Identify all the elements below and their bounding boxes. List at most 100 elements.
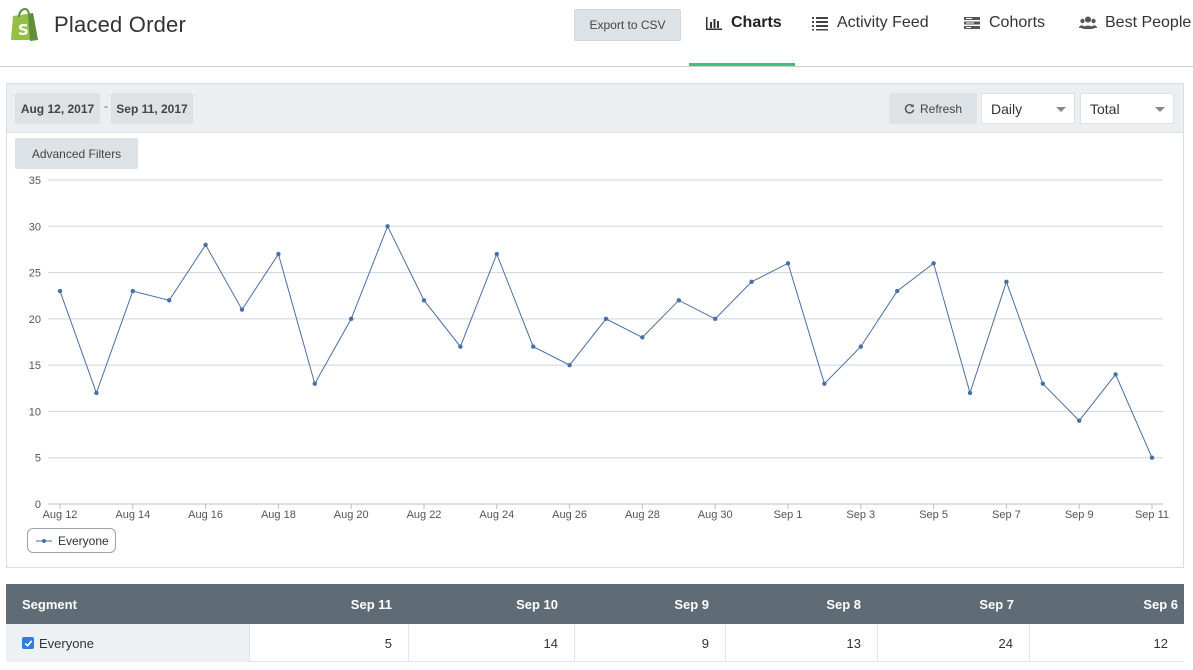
checkmark-icon [24,639,32,647]
y-tick-label: 30 [29,221,41,233]
data-point [167,298,172,303]
chart-toolbar: Aug 12, 2017 - Sep 11, 2017 Refresh Dail… [7,84,1183,133]
tab-cohorts-label: Cohorts [989,14,1046,31]
users-icon [1079,16,1097,29]
y-tick-label: 20 [29,314,41,326]
table-cell: 13 [725,624,877,662]
measure-select[interactable]: Total [1080,93,1174,124]
column-header: Sep 6 [1143,596,1178,612]
y-tick-label: 35 [29,175,41,187]
data-point [931,261,936,266]
x-tick-label: Sep 7 [992,509,1021,521]
column-header-segment: Segment [22,596,77,612]
column-header: Sep 7 [979,596,1014,612]
x-tick-label: Aug 20 [334,509,369,521]
chevron-down-icon [1155,107,1165,112]
tab-activity-feed-label: Activity Feed [837,14,929,31]
x-tick-label: Sep 9 [1065,509,1094,521]
data-point [385,224,390,229]
y-tick-label: 5 [35,453,41,465]
top-bar: S Placed Order Export to CSV Charts Acti… [0,0,1193,67]
segment-cell: Everyone [6,624,249,662]
data-point [640,335,645,340]
table-cell: 5 [249,624,408,662]
data-point [57,288,63,294]
column-header: Sep 11 [350,596,392,612]
tab-best-people-label: Best People [1105,14,1192,31]
x-tick-label: Sep 1 [774,509,803,521]
data-point [603,316,609,322]
data-point [895,288,900,294]
segment-checkbox[interactable] [22,637,34,649]
chart-panel: Aug 12, 2017 - Sep 11, 2017 Refresh Dail… [6,83,1184,568]
x-tick-label: Aug 28 [625,509,660,521]
data-point [458,344,463,349]
column-header: Sep 8 [826,596,861,612]
x-tick-label: Aug 16 [188,509,223,521]
table-cell: 14 [408,624,574,662]
table-cell: 24 [877,624,1029,662]
table-header: Segment Sep 11 Sep 10 Sep 9 Sep 8 Sep 7 … [6,584,1184,624]
chevron-down-icon [1056,107,1066,112]
data-point [713,316,718,322]
x-tick-label: Aug 12 [43,509,78,521]
x-tick-label: Sep 3 [846,509,875,521]
refresh-icon [904,103,915,114]
x-tick-label: Sep 5 [919,509,948,521]
refresh-button[interactable]: Refresh [889,93,977,124]
bar-chart-icon [706,17,722,30]
cohorts-icon [964,17,980,29]
y-tick-label: 10 [29,406,41,418]
data-point [312,381,317,386]
tab-activity-feed[interactable]: Activity Feed [811,14,929,32]
data-point [822,381,827,386]
data-point [276,251,281,257]
tab-charts[interactable]: Charts [705,14,782,32]
svg-text:S: S [18,21,29,39]
interval-select[interactable]: Daily [981,93,1075,124]
table-cell: 9 [574,624,725,662]
table-row: Everyone 5 14 9 13 24 12 [6,624,1184,662]
tab-best-people[interactable]: Best People [1079,14,1191,32]
interval-value: Daily [991,100,1023,117]
x-tick-label: Aug 26 [552,509,587,521]
measure-value: Total [1090,100,1120,117]
data-point [94,390,99,396]
x-tick-label: Sep 11 [1135,509,1169,521]
table-cell: 12 [1029,624,1184,662]
export-csv-button[interactable]: Export to CSV [574,9,681,41]
data-point [1004,279,1009,285]
x-tick-label: Aug 18 [261,509,296,521]
data-point [130,288,135,294]
active-tab-indicator [689,63,795,66]
data-point [858,344,863,349]
tab-cohorts[interactable]: Cohorts [963,14,1045,32]
y-tick-label: 0 [35,499,41,511]
y-tick-label: 15 [29,360,41,372]
data-point [967,390,973,396]
data-point [1113,372,1118,377]
data-point [749,279,754,285]
data-point [1077,418,1082,423]
line-chart: 0 5 10 15 20 25 30 35 Aug 12 Aug 14 Aug 16 Aug 18 Au… [29,175,1169,521]
shopify-logo-icon: S [11,7,38,41]
list-icon [812,17,828,31]
legend-series-marker-icon [36,538,52,543]
tab-charts-label: Charts [731,14,782,31]
x-tick-label: Aug 22 [407,509,442,521]
data-point [785,261,791,266]
refresh-label: Refresh [919,101,963,116]
data-point [1149,455,1155,460]
legend-label: Everyone [58,533,109,548]
advanced-filters-button[interactable]: Advanced Filters [15,138,138,169]
end-date-picker[interactable]: Sep 11, 2017 [111,93,193,124]
column-header: Sep 10 [516,596,558,612]
column-header: Sep 9 [674,596,709,612]
start-date-picker[interactable]: Aug 12, 2017 [15,93,100,124]
x-tick-label: Aug 30 [698,509,733,521]
legend-item-everyone[interactable]: Everyone [27,528,116,553]
y-tick-label: 25 [29,268,41,280]
data-point [676,298,681,303]
data-point [421,298,427,303]
page-title: Placed Order [54,12,187,37]
